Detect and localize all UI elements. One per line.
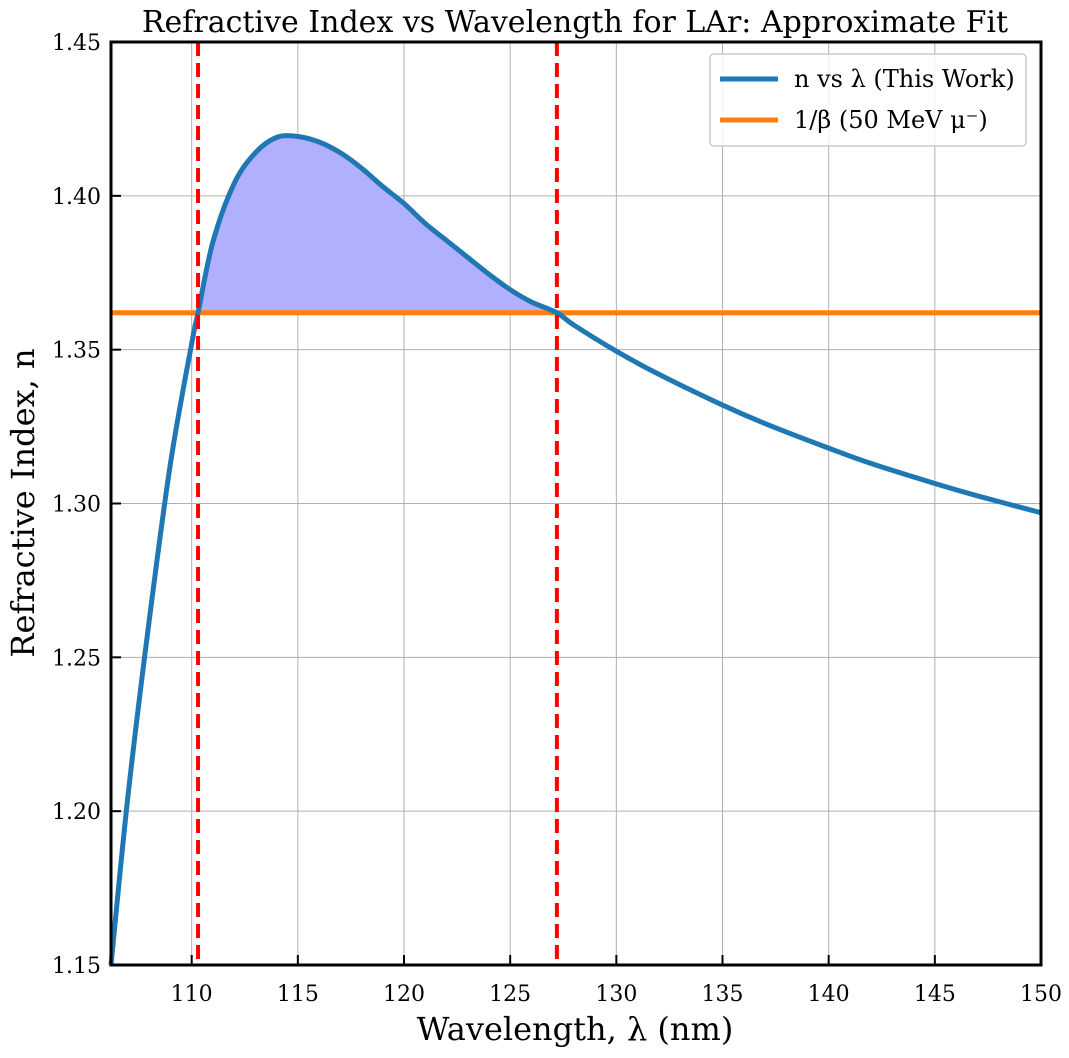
y-tick-label: 1.15 [52,954,101,979]
x-tick-label: 115 [277,982,319,1007]
x-axis-title: Wavelength, λ (nm) [417,1010,734,1048]
x-tick-label: 135 [702,982,744,1007]
y-tick-label: 1.40 [52,185,101,210]
vertical-lines-layer [196,42,559,965]
x-tick-label: 125 [489,982,531,1007]
y-tick-label: 1.25 [52,646,101,671]
x-tick-label: 140 [808,982,850,1007]
x-tick-label: 110 [171,982,213,1007]
series-line-n-vs-lambda [108,133,1042,966]
x-tick-label: 120 [383,982,425,1007]
fill-region [198,136,557,313]
legend: n vs λ (This Work) 1/β (50 MeV μ⁻) [709,53,1027,147]
x-tick-label: 130 [595,982,637,1007]
y-tick-label: 1.35 [52,339,101,364]
legend-box [709,53,1027,147]
fill-region-layer [198,136,557,313]
series-layer [108,133,1042,966]
x-tick-label: 150 [1020,982,1062,1007]
legend-label-inverse-beta: 1/β (50 MeV μ⁻) [794,106,988,134]
ticks-layer: 110 115 120 125 130 135 140 145 150 1.15 1.20 1.25 1… [52,31,1062,1007]
y-tick-label: 1.20 [52,800,101,825]
x-tick-label: 145 [914,982,956,1007]
y-axis-title: Refractive Index, n [4,348,42,657]
legend-label-n-vs-lambda: n vs λ (This Work) [794,65,1015,93]
chart-title: Refractive Index vs Wavelength for LAr: … [142,5,1008,40]
grid [111,41,1042,966]
y-tick-label: 1.45 [52,31,101,56]
y-tick-label: 1.30 [52,493,101,518]
